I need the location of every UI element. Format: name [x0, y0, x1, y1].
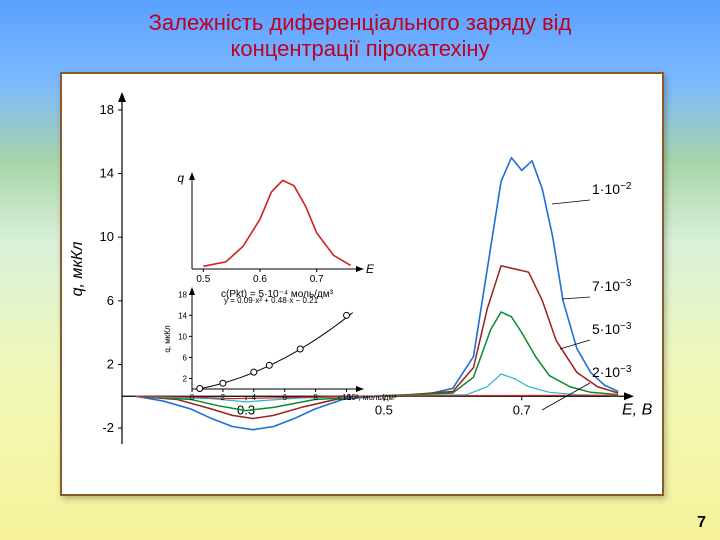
svg-text:14: 14: [100, 166, 114, 181]
svg-text:2·10−3: 2·10−3: [592, 364, 632, 380]
slide-title: Залежність диференціального заряду від к…: [0, 10, 720, 63]
svg-text:q, мкКл: q, мкКл: [163, 325, 172, 353]
svg-text:5·10−3: 5·10−3: [592, 321, 632, 337]
chart-frame: -2261014180.30.50.7E, Вq, мкКл1·10−27·10…: [60, 72, 664, 496]
svg-text:6: 6: [283, 393, 288, 402]
svg-text:6: 6: [183, 353, 188, 362]
svg-text:-2: -2: [102, 420, 114, 435]
title-line-1: Залежність диференціального заряду від: [149, 10, 572, 35]
svg-text:0.7: 0.7: [310, 274, 324, 285]
svg-text:q: q: [177, 171, 184, 185]
page-number: 7: [697, 514, 706, 532]
svg-text:0.5: 0.5: [375, 402, 393, 417]
svg-text:18: 18: [100, 102, 114, 117]
svg-text:y = 0.09·x² + 0.48·x − 0.21: y = 0.09·x² + 0.48·x − 0.21: [224, 296, 319, 305]
svg-text:1·10−2: 1·10−2: [592, 181, 632, 197]
svg-text:2: 2: [183, 374, 188, 383]
svg-text:0: 0: [190, 393, 195, 402]
svg-text:0.5: 0.5: [196, 274, 210, 285]
svg-text:q, мкКл: q, мкКл: [69, 242, 86, 297]
title-line-2: концентрації пірокатехіну: [230, 36, 489, 61]
svg-text:E, В: E, В: [622, 401, 653, 418]
svg-text:c ·10³, моль/дм³: c ·10³, моль/дм³: [338, 393, 397, 402]
svg-text:E: E: [366, 262, 375, 276]
svg-text:14: 14: [178, 311, 187, 320]
svg-text:10: 10: [100, 229, 114, 244]
svg-text:10: 10: [178, 332, 187, 341]
slide-root: Залежність диференціального заряду від к…: [0, 0, 720, 540]
svg-text:6: 6: [107, 293, 114, 308]
svg-text:0.7: 0.7: [513, 402, 531, 417]
svg-text:2: 2: [107, 356, 114, 371]
main-chart: -2261014180.30.50.7E, Вq, мкКл1·10−27·10…: [62, 74, 662, 494]
svg-text:18: 18: [178, 290, 187, 299]
svg-text:2: 2: [221, 393, 226, 402]
svg-text:7·10−3: 7·10−3: [592, 278, 632, 294]
svg-text:4: 4: [252, 393, 257, 402]
svg-text:0.6: 0.6: [253, 274, 267, 285]
svg-text:8: 8: [313, 393, 318, 402]
